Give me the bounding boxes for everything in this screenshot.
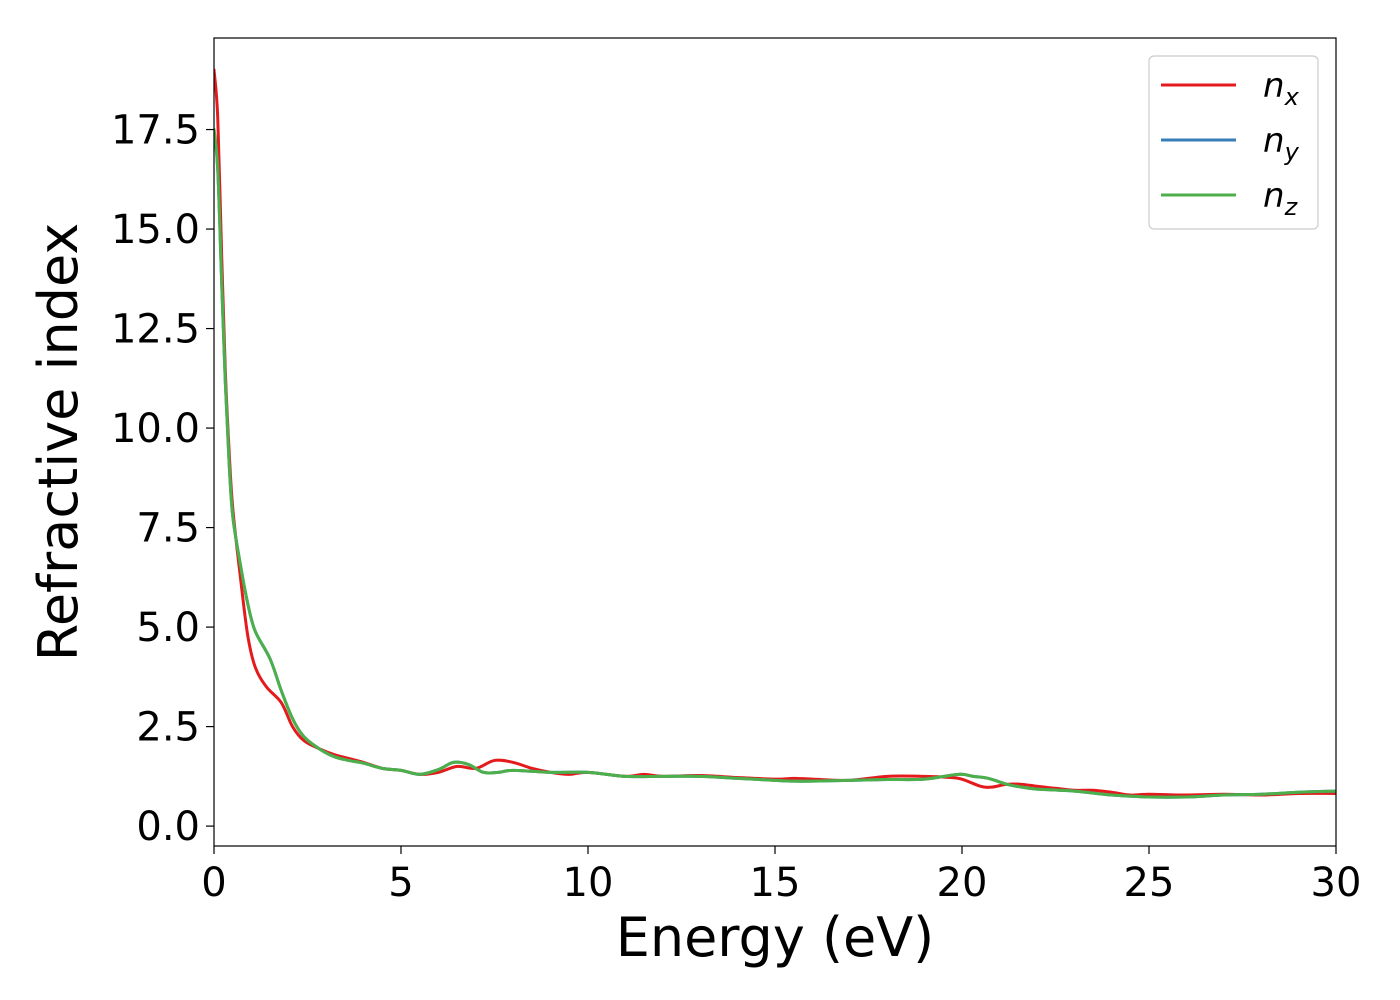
y-axis-label: Refractive index bbox=[27, 223, 90, 662]
x-tick-label: 30 bbox=[1311, 860, 1362, 906]
x-tick-label: 10 bbox=[563, 860, 614, 906]
y-tick-label: 7.5 bbox=[136, 506, 200, 552]
y-tick-label: 10.0 bbox=[111, 406, 200, 452]
plot-lines bbox=[214, 68, 1336, 799]
y-tick-label: 2.5 bbox=[136, 705, 200, 751]
y-tick-label: 12.5 bbox=[111, 307, 200, 353]
y-tick-label: 5.0 bbox=[136, 605, 200, 651]
x-axis-ticks: 0 5 10 15 20 25 30 bbox=[201, 846, 1361, 906]
x-tick-label: 0 bbox=[201, 860, 226, 906]
x-axis-label: Energy (eV) bbox=[616, 906, 935, 969]
legend: nx ny nz bbox=[1148, 55, 1319, 230]
legend-entry-nx: nx bbox=[1263, 66, 1300, 111]
series-line-ny bbox=[214, 128, 1336, 799]
legend-entry-nz: nz bbox=[1263, 176, 1299, 221]
legend-entry-ny: ny bbox=[1263, 121, 1300, 166]
series-line-nz bbox=[214, 128, 1336, 799]
x-tick-label: 20 bbox=[937, 860, 988, 906]
x-tick-label: 5 bbox=[388, 860, 413, 906]
y-tick-label: 15.0 bbox=[111, 207, 200, 253]
x-tick-label: 15 bbox=[750, 860, 801, 906]
y-tick-label: 17.5 bbox=[111, 108, 200, 154]
y-axis-ticks: 0.0 2.5 5.0 7.5 10.0 12.5 15.0 17.5 bbox=[111, 108, 214, 850]
y-tick-label: 0.0 bbox=[136, 804, 200, 850]
x-tick-label: 25 bbox=[1124, 860, 1175, 906]
legend-box bbox=[1148, 55, 1319, 230]
